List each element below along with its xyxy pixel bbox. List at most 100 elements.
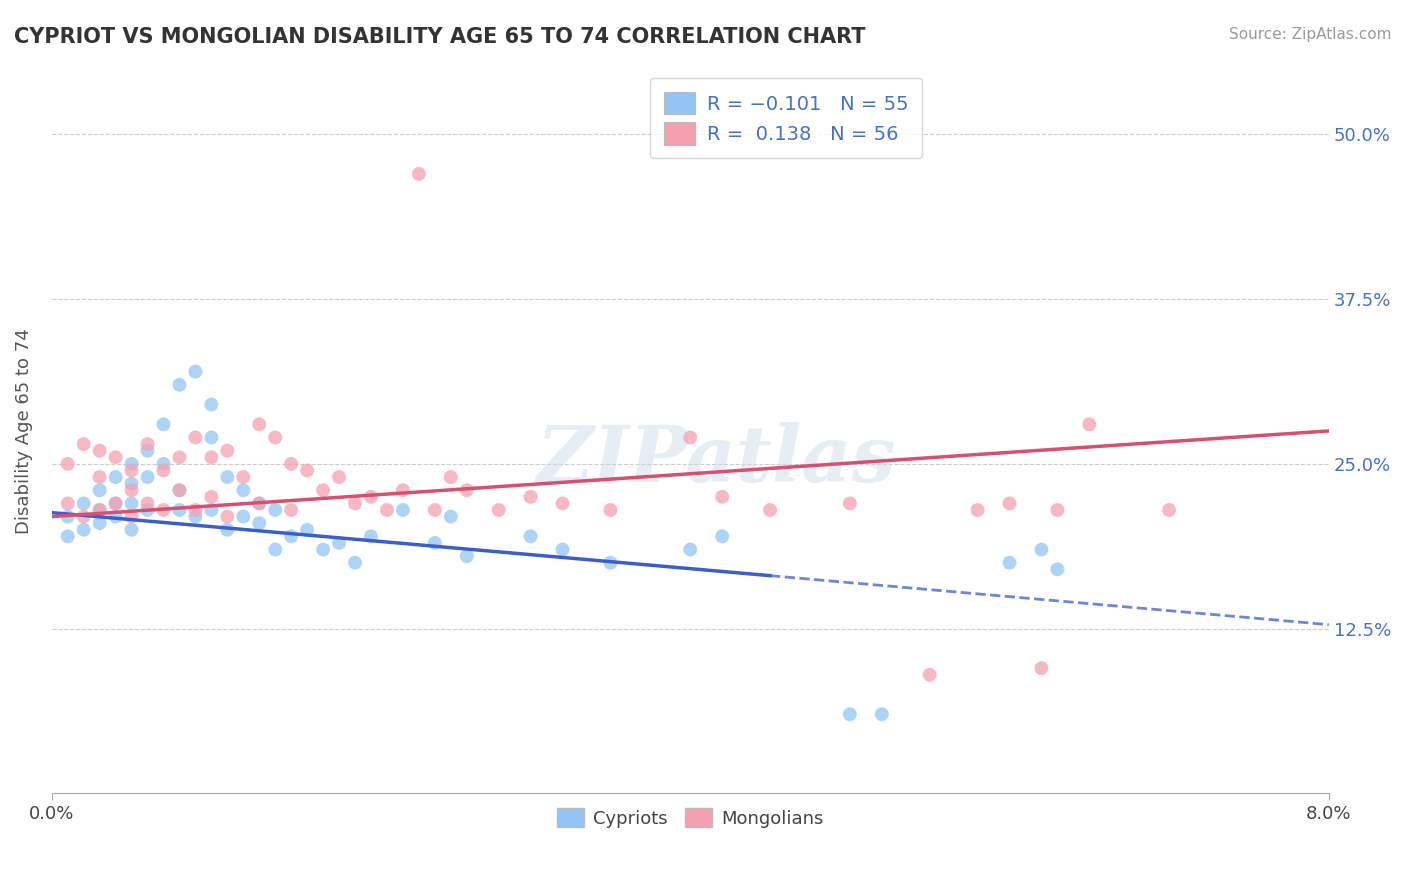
Point	[184, 503, 207, 517]
Point	[89, 483, 111, 498]
Point	[519, 529, 541, 543]
Point	[264, 503, 287, 517]
Point	[247, 496, 270, 510]
Point	[217, 509, 239, 524]
Point	[280, 457, 302, 471]
Point	[360, 490, 382, 504]
Point	[838, 496, 860, 510]
Point	[200, 490, 222, 504]
Point	[232, 470, 254, 484]
Point	[408, 167, 430, 181]
Text: ZIPatlas: ZIPatlas	[536, 422, 896, 498]
Point	[247, 417, 270, 432]
Point	[56, 496, 79, 510]
Point	[73, 523, 96, 537]
Legend: Cypriots, Mongolians: Cypriots, Mongolians	[550, 801, 831, 835]
Point	[56, 529, 79, 543]
Point	[200, 430, 222, 444]
Point	[679, 542, 702, 557]
Point	[328, 470, 350, 484]
Point	[89, 503, 111, 517]
Point	[1046, 503, 1069, 517]
Point	[998, 496, 1021, 510]
Point	[104, 470, 127, 484]
Point	[838, 707, 860, 722]
Point	[89, 470, 111, 484]
Point	[679, 430, 702, 444]
Point	[184, 365, 207, 379]
Point	[1046, 562, 1069, 576]
Point	[169, 377, 191, 392]
Point	[136, 443, 159, 458]
Point	[73, 437, 96, 451]
Point	[519, 490, 541, 504]
Point	[121, 476, 143, 491]
Point	[423, 503, 446, 517]
Point	[200, 398, 222, 412]
Point	[232, 509, 254, 524]
Point	[169, 503, 191, 517]
Point	[312, 483, 335, 498]
Point	[392, 483, 415, 498]
Point	[89, 516, 111, 531]
Point	[551, 542, 574, 557]
Point	[121, 457, 143, 471]
Point	[152, 463, 174, 477]
Point	[264, 430, 287, 444]
Point	[423, 536, 446, 550]
Point	[152, 417, 174, 432]
Point	[280, 503, 302, 517]
Point	[152, 503, 174, 517]
Point	[1159, 503, 1181, 517]
Point	[121, 483, 143, 498]
Point	[295, 523, 318, 537]
Point	[169, 450, 191, 465]
Point	[998, 556, 1021, 570]
Point	[200, 503, 222, 517]
Point	[456, 549, 478, 563]
Point	[440, 509, 463, 524]
Point	[1031, 661, 1053, 675]
Point	[217, 443, 239, 458]
Point	[551, 496, 574, 510]
Point	[184, 509, 207, 524]
Point	[217, 470, 239, 484]
Point	[200, 450, 222, 465]
Point	[344, 556, 367, 570]
Point	[104, 450, 127, 465]
Y-axis label: Disability Age 65 to 74: Disability Age 65 to 74	[15, 328, 32, 533]
Point	[328, 536, 350, 550]
Point	[184, 430, 207, 444]
Point	[456, 483, 478, 498]
Point	[599, 556, 621, 570]
Point	[121, 496, 143, 510]
Text: CYPRIOT VS MONGOLIAN DISABILITY AGE 65 TO 74 CORRELATION CHART: CYPRIOT VS MONGOLIAN DISABILITY AGE 65 T…	[14, 27, 866, 46]
Point	[312, 542, 335, 557]
Point	[344, 496, 367, 510]
Point	[152, 457, 174, 471]
Point	[711, 529, 734, 543]
Point	[104, 496, 127, 510]
Point	[1078, 417, 1101, 432]
Point	[136, 496, 159, 510]
Point	[280, 529, 302, 543]
Point	[169, 483, 191, 498]
Point	[918, 667, 941, 681]
Point	[89, 443, 111, 458]
Point	[759, 503, 782, 517]
Point	[375, 503, 398, 517]
Point	[711, 490, 734, 504]
Point	[966, 503, 988, 517]
Point	[247, 516, 270, 531]
Point	[73, 496, 96, 510]
Point	[488, 503, 510, 517]
Point	[136, 437, 159, 451]
Point	[440, 470, 463, 484]
Point	[870, 707, 893, 722]
Point	[247, 496, 270, 510]
Point	[169, 483, 191, 498]
Point	[121, 463, 143, 477]
Point	[104, 509, 127, 524]
Point	[56, 509, 79, 524]
Point	[136, 503, 159, 517]
